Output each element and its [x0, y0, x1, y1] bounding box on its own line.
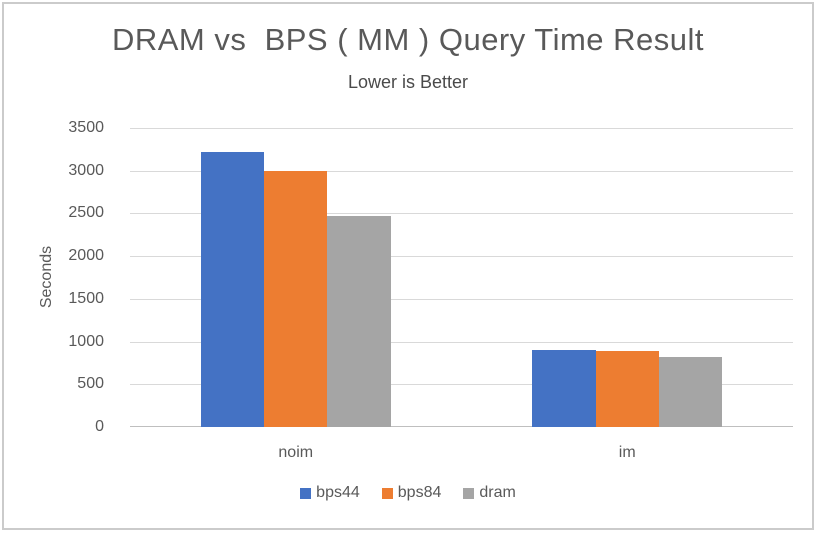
y-tick-label: 3500: [68, 119, 104, 136]
legend-swatch-dram: [463, 487, 475, 499]
legend-item-dram[interactable]: dram: [463, 483, 516, 503]
gridline: [130, 213, 793, 214]
y-tick-label: 3000: [68, 161, 104, 179]
bar-bps84-noim[interactable]: [264, 170, 328, 427]
chart-title: DRAM vs BPS ( MM ) Query Time Result: [111, 22, 705, 57]
y-axis-title: Seconds: [38, 245, 55, 309]
y-tick-label: 2000: [68, 247, 104, 265]
bar-dram-im[interactable]: [658, 356, 723, 427]
legend-label: dram: [479, 484, 516, 501]
legend-swatch-bps84: [381, 487, 393, 499]
bar-bps84-im[interactable]: [595, 350, 659, 427]
gridline: [130, 171, 793, 172]
y-tick-label: 500: [77, 375, 104, 393]
y-tick-label: 1500: [68, 289, 104, 307]
gridline: [130, 128, 793, 129]
y-tick-label: 0: [95, 418, 104, 435]
chart-subtitle: Lower is Better: [347, 72, 469, 92]
legend-swatch-bps44: [300, 487, 312, 499]
legend-label: bps44: [316, 484, 360, 501]
x-axis-label-noim: noim: [278, 444, 314, 461]
y-tick-label: 2500: [68, 204, 104, 222]
legend-item-bps84[interactable]: bps84: [381, 483, 442, 503]
gridline: [130, 384, 793, 385]
x-axis-label-im: im: [618, 444, 636, 461]
legend: bps44 bps84 dram: [4, 483, 812, 503]
legend-label: bps84: [397, 484, 442, 501]
bar-bps44-noim[interactable]: [200, 151, 265, 427]
legend-item-bps44[interactable]: bps44: [300, 483, 360, 503]
gridline: [130, 299, 793, 300]
bar-bps44-im[interactable]: [532, 350, 596, 427]
gridline: [130, 342, 793, 343]
bar-dram-noim[interactable]: [327, 216, 391, 427]
x-axis-line: [130, 426, 793, 427]
plot-area: [130, 128, 793, 427]
gridline: [130, 256, 793, 257]
y-tick-label: 1000: [68, 332, 104, 350]
